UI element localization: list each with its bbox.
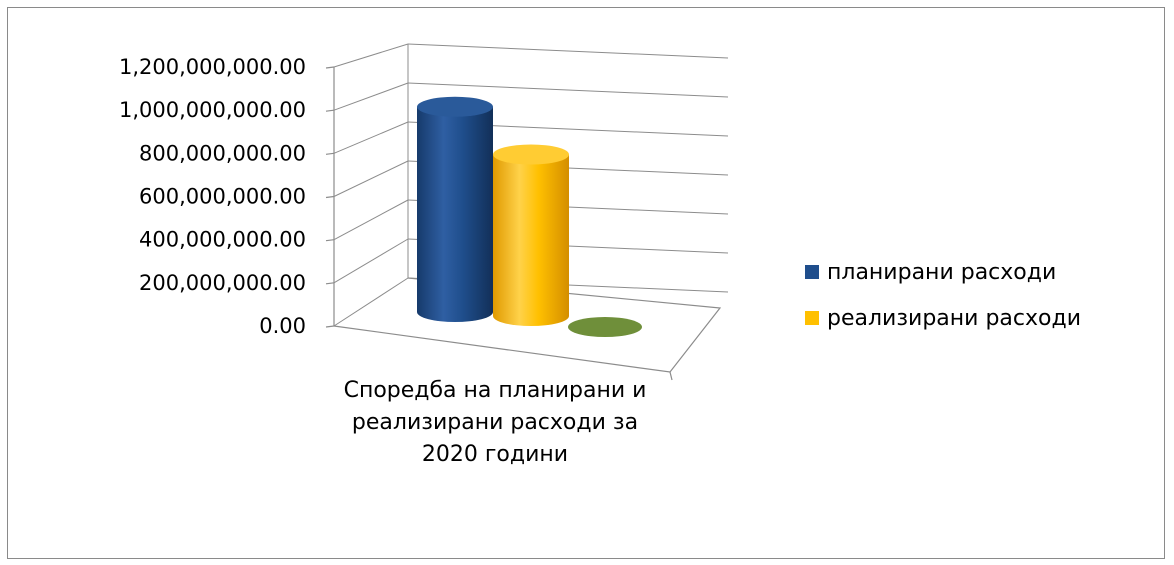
category-label: Споредба на планирани и реализирани расх… — [343, 378, 647, 467]
bar-1 — [493, 154, 569, 326]
bar-zero-disk — [568, 317, 642, 337]
y-tick-label: 400,000,000.00 — [139, 228, 306, 252]
y-tick-mark — [325, 66, 335, 69]
legend-swatch-realized — [805, 311, 819, 325]
y-tick-label: 800,000,000.00 — [139, 141, 306, 165]
y-tick-mark — [325, 195, 335, 199]
bar-top-0 — [417, 96, 493, 117]
y-axis-ticks: 0.00 200,000,000.00 400,000,000.00 600,000,… — [119, 55, 306, 338]
y-tick-label: 600,000,000.00 — [139, 185, 306, 209]
gridline-side — [333, 238, 409, 284]
y-tick-mark — [325, 109, 335, 112]
y-tick-mark — [325, 325, 335, 328]
x-tick-mark — [669, 371, 673, 381]
y-tick-mark — [325, 152, 335, 155]
gridline-side — [333, 199, 409, 241]
gridline-side — [333, 160, 409, 197]
legend-label-realized: реализирани расходи — [827, 305, 1081, 331]
bars-group — [417, 96, 642, 337]
y-tick-label: 1,000,000,000.00 — [119, 98, 306, 122]
legend-item-planned: планирани расходи — [805, 255, 1081, 289]
gridline-back — [407, 43, 729, 59]
legend-swatch-planned — [805, 265, 819, 279]
gridline-back — [407, 82, 729, 98]
y-tick-label: 1,200,000,000.00 — [119, 55, 306, 79]
legend: планирани расходи реализирани расходи — [805, 255, 1081, 347]
chart-frame — [7, 7, 1165, 559]
y-tick-mark — [325, 282, 335, 285]
y-tick-mark — [325, 239, 335, 242]
y-tick-label: 200,000,000.00 — [139, 271, 306, 295]
bar-0 — [417, 106, 493, 322]
gridline-side — [333, 82, 409, 111]
gridline-side — [333, 43, 409, 68]
gridline-side — [333, 121, 409, 154]
bar-top-1 — [493, 144, 569, 165]
legend-item-realized: реализирани расходи — [805, 301, 1081, 335]
gridline-side — [333, 277, 409, 327]
y-tick-label: 0.00 — [259, 314, 306, 338]
legend-label-planned: планирани расходи — [827, 259, 1057, 285]
